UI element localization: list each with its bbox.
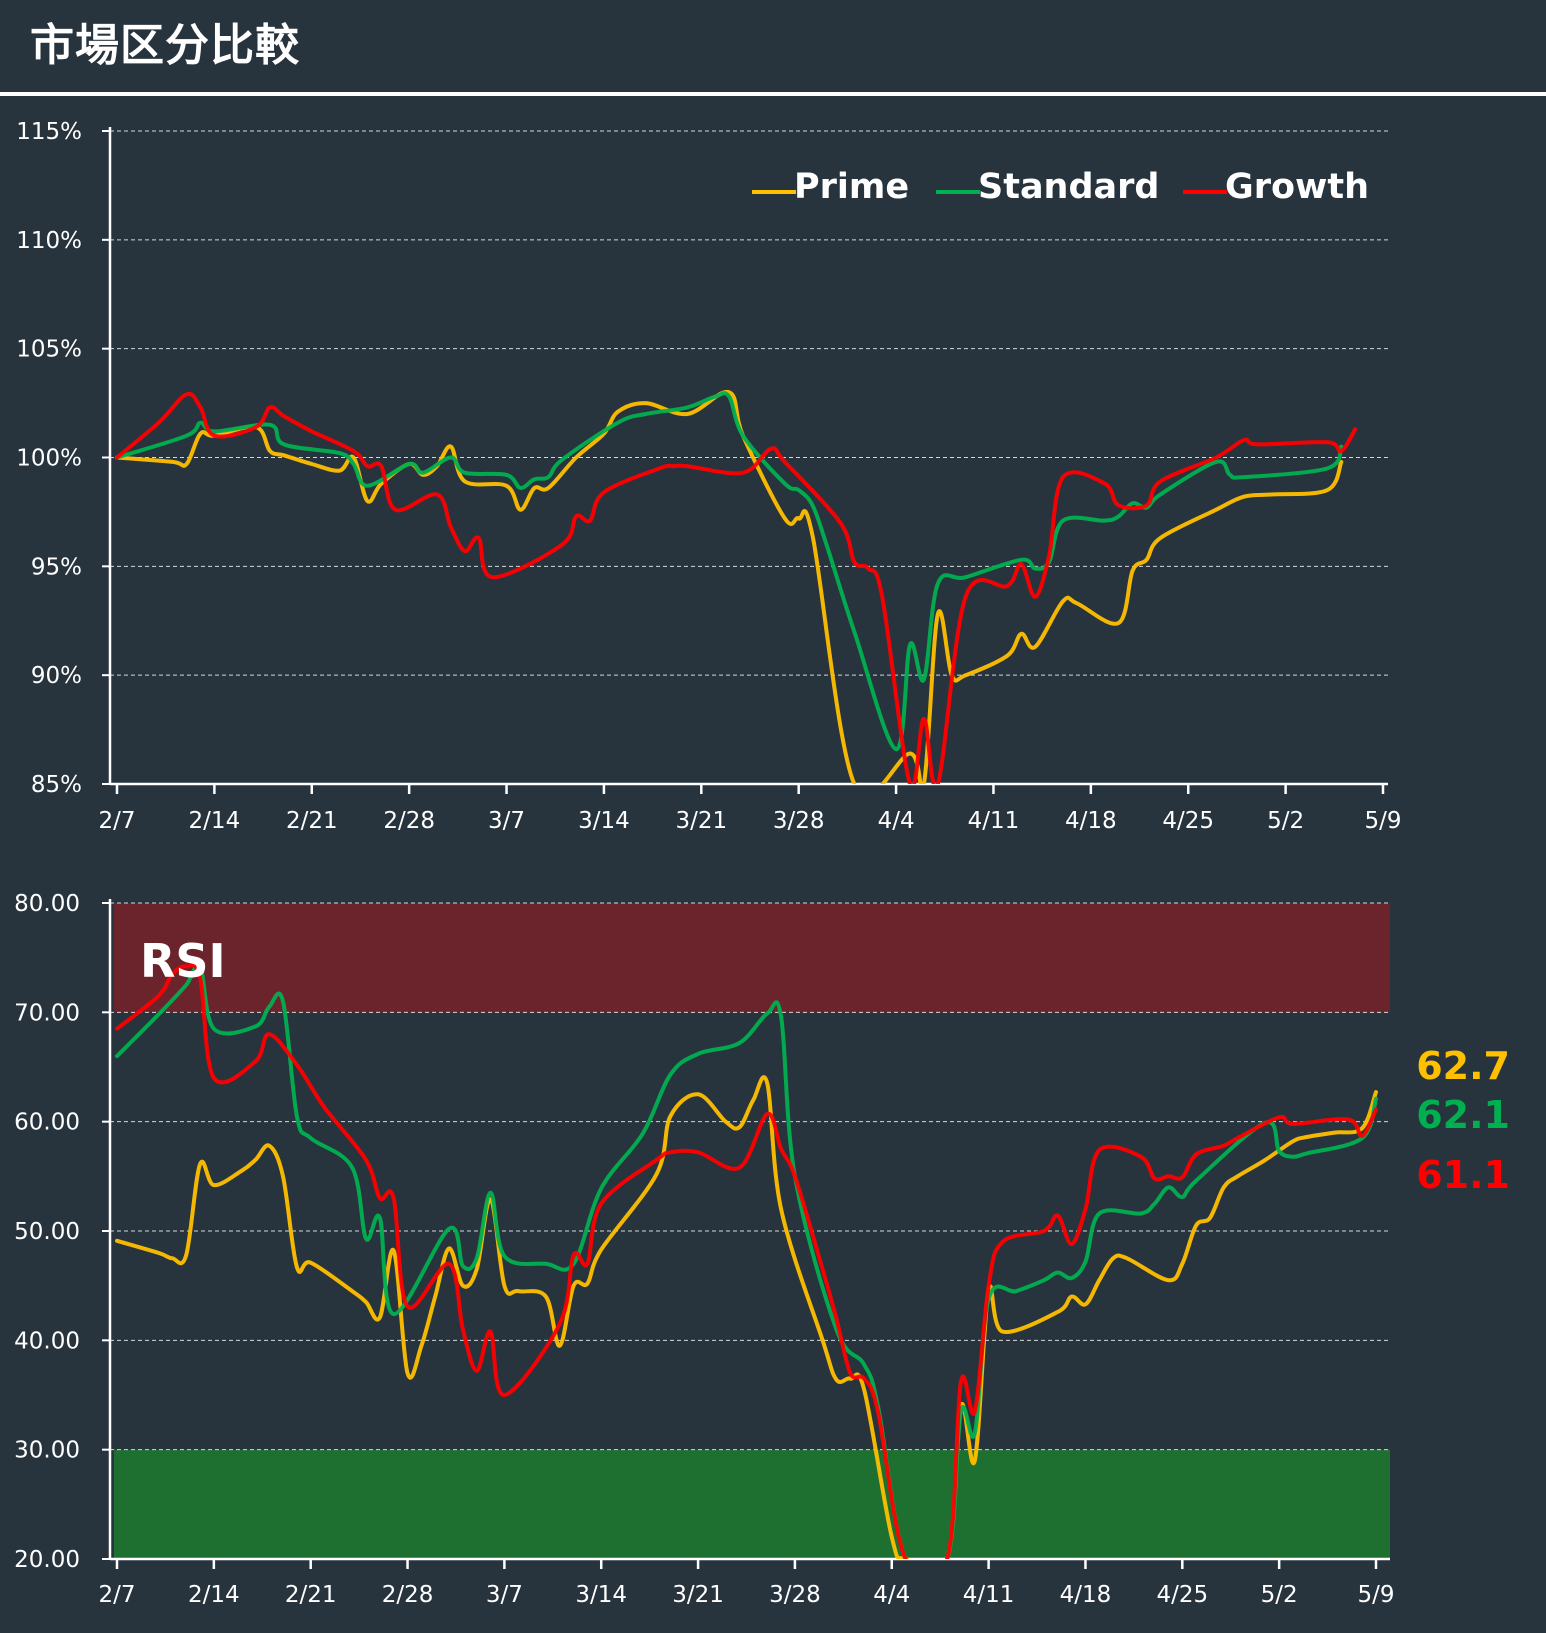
x-tick-label: 4/18 <box>1060 1582 1112 1608</box>
legend-label-growth: Growth <box>1225 167 1369 207</box>
legend-label-standard: Standard <box>978 167 1159 207</box>
y-tick-label: 110% <box>16 228 82 254</box>
x-tick-label: 2/28 <box>382 1582 434 1608</box>
y-tick-label: 70.00 <box>14 1000 80 1026</box>
y-tick-label: 80.00 <box>14 891 80 917</box>
y-tick-label: 95% <box>31 554 82 580</box>
y-tick-label: 115% <box>16 119 82 145</box>
rsi-latest-standard: 62.1 <box>1416 1093 1510 1137</box>
x-tick-label: 2/14 <box>189 808 241 834</box>
series-line-prime <box>115 389 1344 784</box>
y-tick-label: 100% <box>16 446 82 472</box>
x-tick-label: 3/14 <box>578 808 630 834</box>
rsi-latest-growth: 61.1 <box>1416 1153 1510 1197</box>
y-tick-label: 90% <box>31 663 82 689</box>
series-line-standard <box>115 391 1344 752</box>
header-bar: 市場区分比較 <box>0 0 1546 96</box>
x-tick-label: 4/18 <box>1065 808 1117 834</box>
overbought-band <box>114 903 1390 1013</box>
legend-label-prime: Prime <box>794 167 909 207</box>
series-line-growth <box>115 391 1358 784</box>
x-tick-label: 4/4 <box>873 1582 910 1608</box>
series-lines <box>115 962 1378 1559</box>
market-comparison-chart: 115% 110% 105% 100% 95% 90% 85% 2/7 2/14 2/21 2/28… <box>16 119 1401 834</box>
series-lines <box>115 389 1358 784</box>
y-tick-label: 30.00 <box>14 1438 80 1464</box>
series-line-prime <box>115 1075 1378 1559</box>
x-tick-label: 2/28 <box>383 808 435 834</box>
y-tick-label: 105% <box>16 337 82 363</box>
x-tick-label: 5/9 <box>1364 808 1401 834</box>
x-tick-label: 2/7 <box>98 1582 135 1608</box>
y-tick-label: 85% <box>31 772 82 798</box>
x-tick-label: 2/21 <box>286 808 338 834</box>
rsi-title: RSI <box>140 934 226 988</box>
x-tick-label: 3/7 <box>488 808 525 834</box>
x-tick-label: 3/28 <box>773 808 825 834</box>
x-tick-label: 5/2 <box>1261 1582 1298 1608</box>
x-tick-label: 5/2 <box>1267 808 1304 834</box>
series-line-standard <box>115 962 1378 1559</box>
rsi-chart: 80.00 70.00 60.00 50.00 40.00 30.00 20.00 2/7 2/… <box>14 891 1510 1608</box>
oversold-band <box>114 1449 1390 1559</box>
y-tick-label: 20.00 <box>14 1547 80 1573</box>
x-tick-label: 3/21 <box>672 1582 724 1608</box>
x-tick-label: 2/7 <box>98 808 135 834</box>
x-tick-label: 4/25 <box>1156 1582 1208 1608</box>
y-tick-label: 50.00 <box>14 1219 80 1245</box>
x-tick-label: 4/4 <box>878 808 915 834</box>
x-tick-label: 4/11 <box>968 808 1020 834</box>
y-tick-label: 40.00 <box>14 1328 80 1354</box>
x-tick-label: 3/21 <box>675 808 727 834</box>
series-line-growth <box>115 962 1378 1559</box>
x-tick-label: 3/28 <box>769 1582 821 1608</box>
x-tick-label: 3/14 <box>575 1582 627 1608</box>
rsi-latest-prime: 62.7 <box>1416 1044 1510 1088</box>
x-tick-label: 5/9 <box>1357 1582 1394 1608</box>
x-tick-label: 3/7 <box>486 1582 523 1608</box>
page-title: 市場区分比較 <box>30 20 300 71</box>
x-tick-label: 4/25 <box>1162 808 1214 834</box>
x-tick-label: 4/11 <box>963 1582 1015 1608</box>
x-tick-label: 2/14 <box>188 1582 240 1608</box>
y-tick-label: 60.00 <box>14 1110 80 1136</box>
x-tick-label: 2/21 <box>285 1582 337 1608</box>
